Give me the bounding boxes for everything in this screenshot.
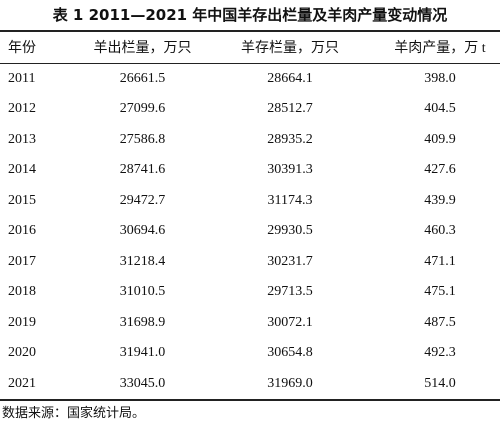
year-cell: 2017: [8, 253, 36, 269]
year-cell: 2020: [8, 345, 36, 361]
column-header: 羊存栏量，万只: [241, 41, 339, 57]
value-cell: 28512.7: [267, 101, 313, 117]
year-cell: 2021: [8, 375, 36, 391]
value-cell: 492.3: [424, 345, 456, 361]
value-cell: 27586.8: [119, 131, 166, 147]
value-cell: 26661.5: [119, 70, 166, 86]
table-row: 2013 27586.8 28935.2 409.9: [0, 125, 500, 156]
value-cell: 404.5: [424, 101, 456, 117]
value-cell: 471.1: [424, 253, 456, 269]
value-cell: 31218.4: [119, 253, 166, 269]
year-cell: 2018: [8, 284, 36, 300]
table-row: 2014 28741.6 30391.3 427.6: [0, 155, 500, 186]
value-cell: 487.5: [424, 314, 456, 330]
table-row: 2019 31698.9 30072.1 487.5: [0, 308, 500, 339]
value-cell: 29713.5: [267, 284, 313, 300]
year-cell: 2011: [8, 70, 36, 86]
column-header: 羊出栏量，万只: [93, 41, 192, 57]
header-row: 年份 羊出栏量，万只 羊存栏量，万只 羊肉产量，万 t: [0, 31, 500, 63]
value-cell: 439.9: [424, 192, 456, 208]
value-cell: 28664.1: [267, 70, 313, 86]
value-cell: 33045.0: [119, 375, 166, 391]
data-table: 年份 羊出栏量，万只 羊存栏量，万只 羊肉产量，万 t 2011 26661.5 2866…: [0, 30, 500, 401]
value-cell: 28741.6: [119, 162, 166, 178]
year-cell: 2019: [8, 314, 36, 330]
table-row: 2017 31218.4 30231.7 471.1: [0, 247, 500, 278]
value-cell: 31941.0: [119, 345, 166, 361]
value-cell: 460.3: [424, 223, 456, 239]
table-body: 2011 26661.5 28664.1 398.0 2012 27099.6 28512.…: [0, 63, 500, 400]
value-cell: 31010.5: [119, 284, 166, 300]
value-cell: 30072.1: [267, 314, 313, 330]
table-row: 2011 26661.5 28664.1 398.0: [0, 63, 500, 94]
year-cell: 2014: [8, 162, 36, 178]
value-cell: 30654.8: [267, 345, 313, 361]
value-cell: 30231.7: [267, 253, 313, 269]
value-cell: 29472.7: [119, 192, 166, 208]
column-header: 羊肉产量，万 t: [394, 41, 486, 57]
year-cell: 2015: [8, 192, 36, 208]
value-cell: 427.6: [424, 162, 456, 178]
year-cell: 2012: [8, 101, 36, 117]
value-cell: 31174.3: [267, 192, 313, 208]
table-row: 2016 30694.6 29930.5 460.3: [0, 216, 500, 247]
value-cell: 28935.2: [267, 131, 313, 147]
value-cell: 514.0: [424, 375, 456, 391]
column-header: 年份: [8, 41, 36, 57]
value-cell: 31698.9: [119, 314, 166, 330]
value-cell: 31969.0: [267, 375, 313, 391]
table-row: 2020 31941.0 30654.8 492.3: [0, 338, 500, 369]
value-cell: 29930.5: [267, 223, 313, 239]
value-cell: 409.9: [424, 131, 456, 147]
table-row: 2021 33045.0 31969.0 514.0: [0, 369, 500, 400]
value-cell: 30694.6: [119, 223, 166, 239]
table-row: 2018 31010.5 29713.5 475.1: [0, 277, 500, 308]
value-cell: 398.0: [424, 70, 456, 86]
year-cell: 2013: [8, 131, 36, 147]
value-cell: 30391.3: [267, 162, 313, 178]
table-row: 2015 29472.7 31174.3 439.9: [0, 186, 500, 217]
value-cell: 475.1: [424, 284, 456, 300]
table-title: 表 1 2011—2021 年中国羊存出栏量及羊肉产量变动情况: [52, 6, 448, 24]
table-row: 2012 27099.6 28512.7 404.5: [0, 94, 500, 125]
year-cell: 2016: [8, 223, 36, 239]
value-cell: 27099.6: [119, 101, 166, 117]
source-note: 数据来源：国家统计局。: [2, 405, 146, 420]
